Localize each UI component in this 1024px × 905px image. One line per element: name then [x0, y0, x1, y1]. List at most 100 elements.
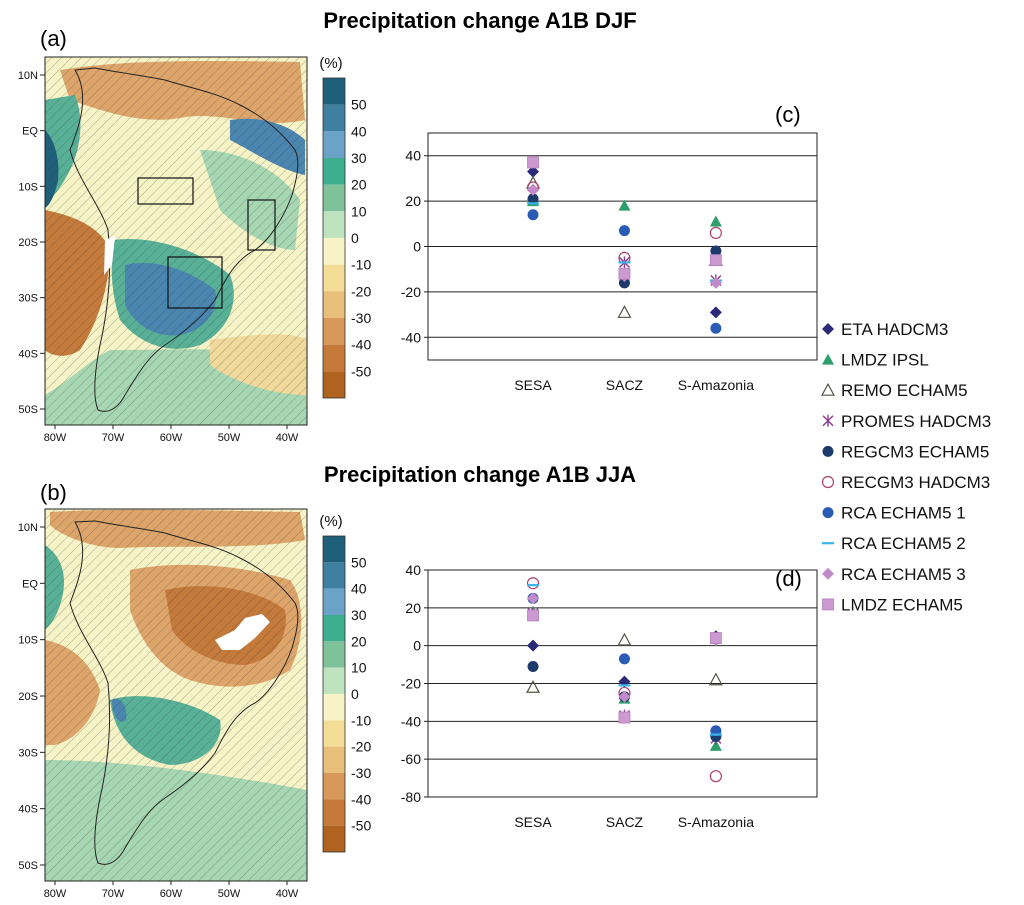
box-samazonia-djf	[247, 199, 276, 251]
jja-lat-label: 50S	[18, 860, 38, 872]
legend-marker-eta-hadcm3	[822, 323, 834, 335]
jja-colorbar-segment	[323, 641, 345, 668]
jja-colorbar-segment	[323, 799, 345, 826]
d-category-label: SESA	[514, 814, 552, 830]
legend-label: RCA ECHAM5 2	[841, 534, 966, 553]
jja-colorbar-segment	[323, 536, 345, 563]
jja-colorbar-tick: 50	[351, 554, 367, 570]
legend-label: LMDZ ECHAM5	[841, 595, 963, 614]
jja-lat-label: EQ	[22, 578, 38, 590]
d-point-regcm3-echam5	[527, 660, 539, 672]
colorbar-jja: 50 40 30 20 10 0 -10 -20 -30 -40 -50 (%)	[319, 513, 371, 853]
d-ytick-label: -40	[401, 713, 421, 729]
c-point-regcm3-echam5	[618, 277, 630, 289]
djf-colorbar-tick: 0	[351, 230, 359, 246]
map-djf-hatching	[45, 57, 307, 425]
legend-marker-regcm3-echam5	[822, 445, 834, 457]
djf-lon-label: 40W	[276, 432, 299, 444]
map-djf	[44, 56, 308, 426]
d-point-rca-echam5-3	[527, 592, 540, 605]
c-point-lmdz-echam5	[527, 156, 539, 169]
scatter-panel-c: 40 20 0 -20 -40 SESA SACZ S-Amazonia	[401, 132, 818, 393]
colorbar-djf: 50 40 30 20 10 0 -10 -20 -30 -40 -50 (%)	[319, 55, 371, 399]
panel-label-c: (c)	[775, 102, 801, 127]
d-point-remo-echam5	[526, 680, 541, 693]
map-djf-lat-labels: 10N EQ 10S 20S 30S 40S 50S	[18, 70, 45, 416]
c-ytick-label: 40	[405, 148, 421, 164]
d-point-lmdz-echam5	[709, 632, 722, 644]
jja-lat-label: 40S	[18, 804, 38, 816]
legend-label: RCA ECHAM5 1	[841, 504, 966, 523]
jja-colorbar-segment	[323, 720, 345, 747]
map-djf-frame	[44, 56, 308, 426]
legend-marker-lmdz-ipsl	[822, 353, 834, 365]
c-point-lmdz-ipsl	[618, 199, 631, 211]
map-djf-lon-labels: 80W 70W 60W 50W 40W	[44, 425, 299, 444]
d-point-remo-echam5	[708, 672, 723, 686]
jja-coastline	[69, 520, 299, 865]
jja-lat-label: 10N	[18, 522, 38, 534]
djf-colorbar-tick: 50	[351, 97, 367, 113]
c-point-rca-echam5-3	[709, 276, 722, 289]
jja-colorbar-segment	[323, 667, 345, 694]
djf-colorbar-tick: 10	[351, 203, 367, 219]
c-point-regcm3-echam5	[527, 193, 539, 205]
djf-lon-label: 80W	[44, 432, 67, 444]
c-point-lmdz-ipsl	[709, 215, 722, 227]
map-jja-frame	[44, 508, 308, 882]
c-point-remo-echam5	[617, 305, 632, 318]
djf-colorbar-segment	[323, 158, 345, 185]
djf-coastline	[69, 67, 299, 412]
legend-label: PROMES HADCM3	[841, 412, 991, 431]
djf-lon-label: 70W	[102, 432, 125, 444]
djf-colorbar-segment	[323, 131, 345, 158]
legend-label: REMO ECHAM5	[841, 381, 968, 400]
djf-lat-label: 10S	[18, 181, 38, 193]
c-ytick-label: -20	[401, 284, 421, 300]
title-djf: Precipitation change A1B DJF	[323, 8, 636, 33]
map-jja	[44, 508, 308, 882]
c-point-rca-echam5-1	[618, 225, 630, 237]
legend-marker-remo-echam5	[820, 382, 836, 396]
map-jja-lon-labels: 80W 70W 60W 50W 40W	[44, 881, 299, 900]
c-category-label: SACZ	[606, 377, 644, 393]
jja-colorbar-segment	[323, 746, 345, 773]
djf-colorbar-segment	[323, 184, 345, 212]
djf-white-patch	[104, 236, 115, 275]
c-point-eta-hadcm3	[527, 165, 540, 178]
d-ytick-label: 40	[405, 562, 421, 578]
d-point-remo-echam5	[617, 632, 632, 646]
legend-label: REGCM3 ECHAM5	[841, 442, 989, 461]
c-point-recgm3-hadcm3	[709, 226, 722, 239]
jja-white-patch	[215, 614, 270, 650]
c-category-label: S-Amazonia	[678, 377, 754, 393]
d-ytick-label: 20	[405, 600, 421, 616]
box-sesa-djf	[167, 256, 223, 309]
djf-lon-label: 60W	[160, 432, 183, 444]
c-ytick-label: 20	[405, 193, 421, 209]
legend-label: LMDZ IPSL	[841, 351, 929, 370]
jja-lon-label: 50W	[218, 888, 241, 900]
jja-colorbar-tick: -20	[351, 739, 371, 755]
c-point-rca-echam5-1	[527, 209, 539, 221]
jja-colorbar-tick: 0	[351, 686, 359, 702]
jja-colorbar-tick: -40	[351, 791, 371, 807]
jja-lon-label: 40W	[276, 888, 299, 900]
panel-label-a: (a)	[40, 26, 67, 51]
map-jja-lat-labels: 10N EQ 10S 20S 30S 40S 50S	[18, 522, 45, 872]
jja-lon-label: 60W	[160, 888, 183, 900]
legend-marker-rca-echam5-1	[822, 507, 834, 519]
jja-lon-label: 70W	[102, 888, 125, 900]
d-point-lmdz-echam5	[527, 609, 539, 622]
d-ytick-label: -20	[401, 676, 421, 692]
jja-colorbar-tick: 30	[351, 607, 367, 623]
djf-colorbar-tick: -10	[351, 257, 371, 273]
djf-colorbar-frame	[322, 77, 346, 399]
djf-colorbar-segment	[323, 78, 345, 105]
d-point-recgm3-hadcm3	[709, 770, 722, 783]
djf-colorbar-unit: (%)	[319, 55, 342, 72]
legend-label: RCA ECHAM5 3	[841, 565, 966, 584]
jja-colorbar-segment	[323, 694, 345, 721]
d-point-rca-echam5-1	[618, 653, 630, 665]
panel-label-b: (b)	[40, 480, 67, 505]
